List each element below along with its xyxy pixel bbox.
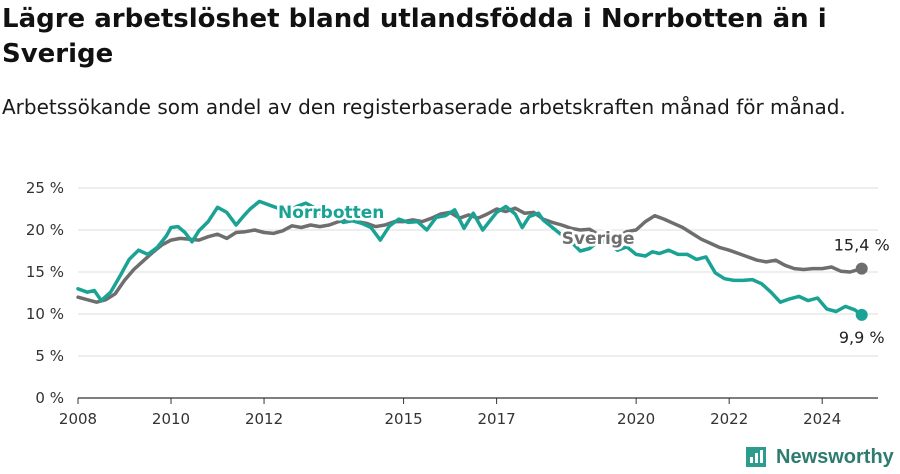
brand-logo[interactable]: Newsworthy — [744, 443, 894, 471]
y-tick-label: 0 % — [35, 389, 64, 407]
sverige-end-value-label: 15,4 % — [834, 236, 890, 255]
y-tick-label: 20 % — [26, 221, 64, 239]
sverige-series-label: Sverige — [562, 229, 635, 249]
chart-subtitle: Arbetssökande som andel av den registerb… — [2, 95, 846, 119]
y-tick-label: 25 % — [26, 179, 64, 197]
y-tick-label: 10 % — [26, 305, 64, 323]
series-lines — [76, 199, 868, 321]
x-tick-label: 2012 — [245, 410, 283, 428]
norrbotten-series-label: Norrbotten — [278, 203, 384, 223]
x-tick-label: 2008 — [59, 410, 97, 428]
newsworthy-logo-icon — [746, 447, 766, 467]
norrbotten-end-value-label: 9,9 % — [839, 328, 885, 347]
grid-lines — [78, 187, 878, 399]
end-point-sverige — [855, 262, 868, 275]
x-tick-label: 2017 — [478, 410, 516, 428]
chart-annotations: Norrbotten Sverige 15,4 % 9,9 % — [276, 201, 890, 347]
chart-title: Lägre arbetslöshet bland utlandsfödda i … — [2, 4, 827, 69]
series-line-sverige — [76, 206, 864, 304]
y-axis-ticks: 0 % 5 % 10 % 15 % 20 % 25 % — [26, 179, 64, 407]
x-tick-label: 2024 — [803, 410, 841, 428]
series-line-norrbotten — [76, 199, 864, 317]
x-tick-label: 2010 — [152, 410, 190, 428]
x-tick-label: 2022 — [710, 410, 748, 428]
x-tick-label: 2020 — [617, 410, 655, 428]
end-point-norrbotten — [855, 308, 868, 321]
y-tick-label: 15 % — [26, 263, 64, 281]
x-axis-ticks: 2008 2010 2012 2015 2017 2020 2022 2024 — [59, 398, 841, 428]
brand-name: Newsworthy — [776, 445, 894, 468]
x-tick-label: 2015 — [384, 410, 422, 428]
y-tick-label: 5 % — [35, 347, 64, 365]
